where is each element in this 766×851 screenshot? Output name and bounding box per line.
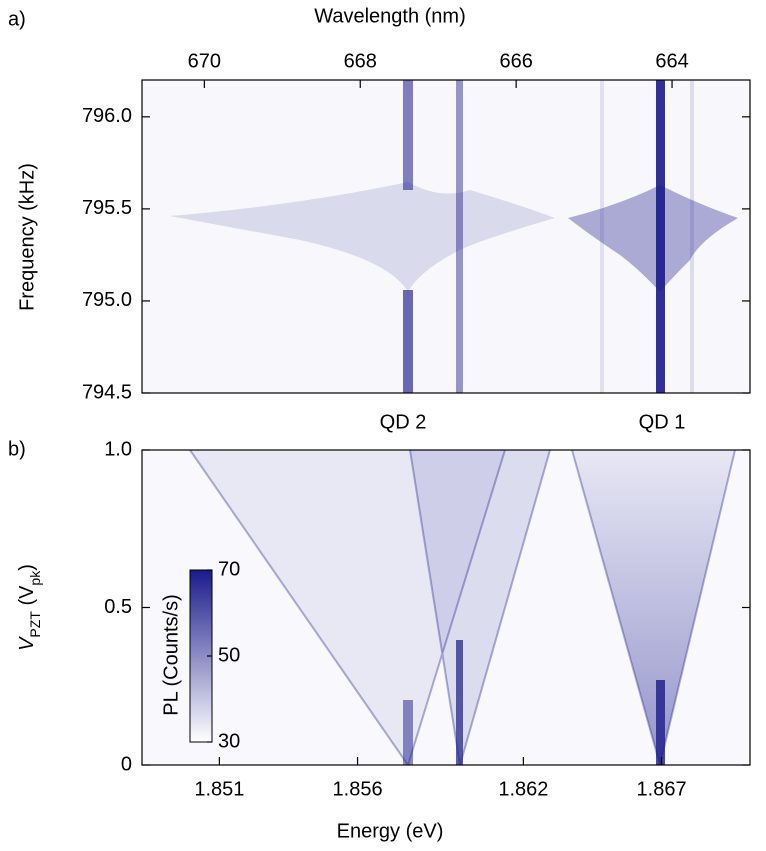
y-axis-title-part: V	[16, 636, 38, 651]
colorbar-tick-label: 30	[218, 730, 240, 752]
y-tick-label: 795.0	[82, 289, 132, 311]
y-axis-title: Frequency (kHz)	[16, 163, 38, 311]
frame-a	[141, 79, 751, 394]
x-axis-title: Wavelength (nm)	[314, 5, 466, 27]
y-axis-title-part: )	[16, 564, 38, 571]
y-tick-label: 0	[121, 753, 132, 775]
x-tick-label: 1.856	[333, 778, 383, 800]
y-axis-title: VPZT (Vpk)	[16, 564, 42, 651]
y-tick-label: 0.5	[104, 596, 132, 618]
y-tick-label: 795.5	[82, 197, 132, 219]
annotation: QD 2	[380, 411, 427, 433]
y-axis-title-part: PZT	[27, 611, 43, 638]
x-axis-title: Energy (eV)	[337, 820, 444, 842]
y-tick-label: 794.5	[82, 381, 132, 403]
x-tick-label: 1.851	[194, 778, 244, 800]
y-axis-title-part: pk	[27, 570, 43, 586]
heatmap-b	[142, 450, 750, 765]
colorbar-tick-label: 50	[218, 644, 240, 666]
heatmap-a	[142, 80, 750, 393]
colorbar-title: PL (Counts/s)	[160, 594, 182, 716]
panel-label: b)	[8, 438, 26, 460]
x-tick-label: 664	[655, 50, 688, 72]
y-axis-title-part: (V	[16, 585, 38, 611]
colorbar-tick-label: 70	[218, 558, 240, 580]
x-tick-label: 668	[344, 50, 377, 72]
x-tick-label: 1.862	[498, 778, 548, 800]
annotation: QD 1	[639, 411, 686, 433]
x-tick-label: 670	[188, 50, 221, 72]
x-tick-label: 1.867	[637, 778, 687, 800]
y-tick-label: 1.0	[104, 438, 132, 460]
panel-label: a)	[8, 8, 26, 30]
x-tick-label: 666	[499, 50, 532, 72]
y-tick-label: 796.0	[82, 105, 132, 127]
